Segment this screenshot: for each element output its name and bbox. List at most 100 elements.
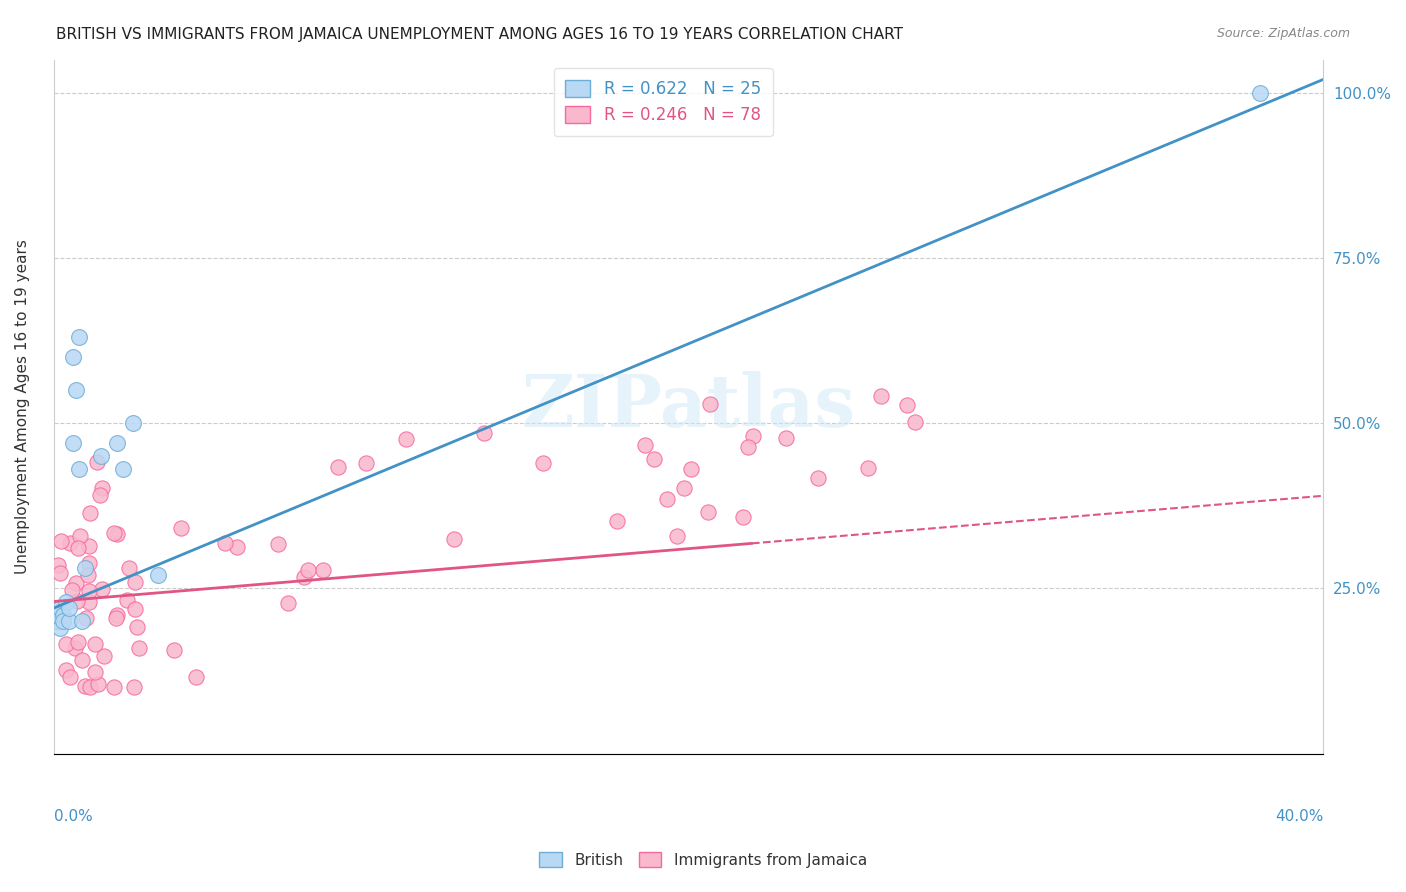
Point xyxy=(328,460,350,475)
Point xyxy=(84,637,107,651)
Point xyxy=(184,670,207,684)
Point xyxy=(55,594,77,608)
Point xyxy=(76,567,98,582)
Point xyxy=(87,677,110,691)
Point xyxy=(742,429,765,443)
Point xyxy=(52,607,75,622)
Point xyxy=(79,556,101,570)
Point xyxy=(472,426,495,441)
Point xyxy=(148,568,170,582)
Point xyxy=(79,506,101,520)
Point xyxy=(49,621,72,635)
Point xyxy=(112,462,135,476)
Text: Source: ZipAtlas.com: Source: ZipAtlas.com xyxy=(1216,27,1350,40)
Point xyxy=(65,576,87,591)
Point xyxy=(904,415,927,429)
Point xyxy=(42,615,65,629)
Point xyxy=(122,416,145,430)
Point xyxy=(70,652,93,666)
Point xyxy=(90,449,112,463)
Point xyxy=(60,582,83,597)
Point xyxy=(45,615,67,629)
Point xyxy=(55,663,77,677)
Point xyxy=(58,601,80,615)
Point xyxy=(59,536,82,550)
Point xyxy=(1249,86,1271,100)
Point xyxy=(45,607,67,622)
Text: BRITISH VS IMMIGRANTS FROM JAMAICA UNEMPLOYMENT AMONG AGES 16 TO 19 YEARS CORREL: BRITISH VS IMMIGRANTS FROM JAMAICA UNEMP… xyxy=(56,27,903,42)
Point xyxy=(267,537,290,551)
Point xyxy=(733,510,755,524)
Point xyxy=(673,481,696,495)
Point xyxy=(67,330,90,344)
Point xyxy=(69,529,91,543)
Point xyxy=(170,521,193,535)
Point xyxy=(896,398,918,412)
Point xyxy=(75,611,97,625)
Point xyxy=(115,592,138,607)
Point xyxy=(531,456,554,470)
Point xyxy=(46,558,69,572)
Point xyxy=(90,481,112,495)
Point xyxy=(634,438,657,452)
Point xyxy=(606,514,628,528)
Point xyxy=(643,452,665,467)
Point xyxy=(55,637,77,651)
Point xyxy=(62,350,84,364)
Point xyxy=(67,541,90,556)
Point xyxy=(86,455,108,469)
Point xyxy=(77,595,100,609)
Point xyxy=(105,607,128,622)
Point xyxy=(77,584,100,599)
Point xyxy=(90,582,112,597)
Point xyxy=(124,602,146,616)
Point xyxy=(163,643,186,657)
Point xyxy=(124,574,146,589)
Point xyxy=(79,681,101,695)
Point xyxy=(869,389,891,403)
Point xyxy=(699,397,721,411)
Point xyxy=(225,541,247,555)
Legend: R = 0.622   N = 25, R = 0.246   N = 78: R = 0.622 N = 25, R = 0.246 N = 78 xyxy=(554,68,772,136)
Point xyxy=(775,431,797,445)
Point xyxy=(103,526,125,541)
Point xyxy=(214,536,236,550)
Point xyxy=(118,560,141,574)
Point xyxy=(89,488,111,502)
Point xyxy=(62,436,84,450)
Y-axis label: Unemployment Among Ages 16 to 19 years: Unemployment Among Ages 16 to 19 years xyxy=(15,239,30,574)
Text: 0.0%: 0.0% xyxy=(53,809,93,824)
Point xyxy=(124,681,146,695)
Text: ZIPatlas: ZIPatlas xyxy=(522,371,855,442)
Point xyxy=(856,460,879,475)
Point xyxy=(294,570,316,584)
Point xyxy=(49,601,72,615)
Legend: British, Immigrants from Jamaica: British, Immigrants from Jamaica xyxy=(531,844,875,875)
Point xyxy=(45,601,67,615)
Point xyxy=(75,561,97,575)
Point xyxy=(104,611,127,625)
Point xyxy=(84,665,107,679)
Point xyxy=(103,681,125,695)
Point xyxy=(395,433,418,447)
Point xyxy=(66,635,89,649)
Point xyxy=(77,539,100,553)
Point xyxy=(666,529,689,543)
Point xyxy=(42,607,65,622)
Text: 40.0%: 40.0% xyxy=(1275,809,1323,824)
Point xyxy=(655,492,678,507)
Point xyxy=(697,505,720,519)
Point xyxy=(277,596,299,610)
Point xyxy=(48,566,70,580)
Point xyxy=(679,462,702,476)
Point xyxy=(807,471,830,485)
Point xyxy=(59,670,82,684)
Point xyxy=(107,527,129,541)
Point xyxy=(58,615,80,629)
Point xyxy=(297,563,319,577)
Point xyxy=(65,383,87,397)
Point xyxy=(443,532,465,546)
Point xyxy=(311,563,333,577)
Point xyxy=(128,640,150,655)
Point xyxy=(52,615,75,629)
